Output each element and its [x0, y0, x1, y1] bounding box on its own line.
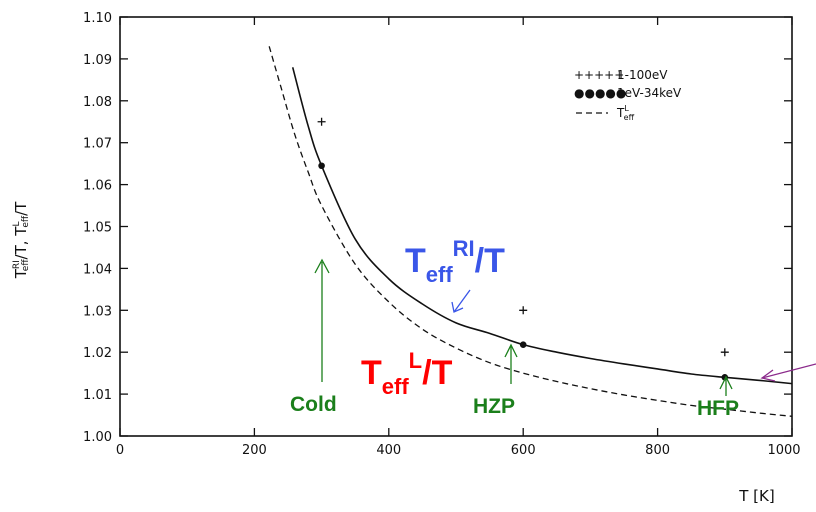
arrow-hzp-head — [504, 343, 518, 358]
annotation-l-label: TeffL/T — [361, 348, 453, 399]
arrow-purple — [761, 363, 816, 379]
plot-border — [119, 16, 793, 437]
annotation-hzp: HZP — [473, 395, 515, 418]
y-tick-label: 1.04 — [83, 262, 112, 277]
y-tick-label: 1.01 — [83, 388, 112, 403]
x-tick-label: 400 — [376, 443, 401, 458]
y-tick-label: 1.05 — [83, 221, 112, 236]
series-line-l — [268, 46, 793, 417]
x-tick-label: 0 — [116, 443, 124, 458]
plus-markers — [317, 117, 729, 357]
series-line-ri — [291, 67, 793, 385]
y-tick-label: 1.09 — [83, 53, 112, 68]
dot-markers — [318, 162, 729, 381]
annotation-arrows — [314, 258, 816, 396]
legend-label-plus: 1-100eV — [617, 68, 668, 82]
dot-marker — [519, 341, 527, 348]
x-tick-label: 1000 — [767, 443, 800, 458]
legend-marker-dot: ●●●●● — [574, 86, 626, 100]
y-axis: 1.00 1.01 1.02 1.03 1.04 1.05 1.06 1.07 1.08 1.09… — [83, 11, 792, 445]
annotation-ri-label: TeffRI/T — [405, 236, 505, 287]
legend-label-dot: 1eV-34keV — [617, 86, 682, 100]
legend-marker-plus: +++++ — [574, 68, 624, 82]
x-tick-label: 200 — [242, 443, 267, 458]
x-axis: 0 200 400 600 800 1000 — [116, 17, 801, 458]
arrow-ri-head — [451, 301, 464, 313]
x-tick-label: 800 — [645, 443, 670, 458]
legend-label-dashed: TL eff — [616, 104, 635, 122]
y-tick-label: 1.10 — [83, 11, 112, 26]
legend: +++++ 1-100eV ●●●●● 1eV-34keV TL eff — [574, 68, 682, 122]
annotation-cold: Cold — [290, 393, 337, 416]
arrow-ri — [453, 289, 471, 313]
plus-marker — [317, 117, 326, 126]
y-tick-label: 1.03 — [83, 304, 112, 319]
arrow-purple-head — [760, 369, 776, 382]
plus-marker — [519, 306, 528, 315]
plot-frame — [119, 16, 793, 437]
arrow-cold-head — [314, 258, 330, 274]
dot-marker — [318, 162, 325, 170]
x-axis-label: T [K] — [738, 487, 774, 505]
y-axis-label: TRIeff/T, TLeff/T — [12, 201, 31, 279]
arrow-hfp-head — [719, 375, 733, 390]
plus-marker — [720, 348, 729, 357]
y-tick-label: 1.02 — [83, 346, 112, 361]
x-tick-label: 600 — [511, 443, 536, 458]
annotation-hfp: HFP — [697, 397, 739, 420]
y-tick-label: 1.07 — [83, 137, 112, 152]
y-tick-label: 1.06 — [83, 179, 112, 194]
y-tick-label: 1.00 — [83, 430, 112, 445]
y-tick-label: 1.08 — [83, 95, 112, 110]
